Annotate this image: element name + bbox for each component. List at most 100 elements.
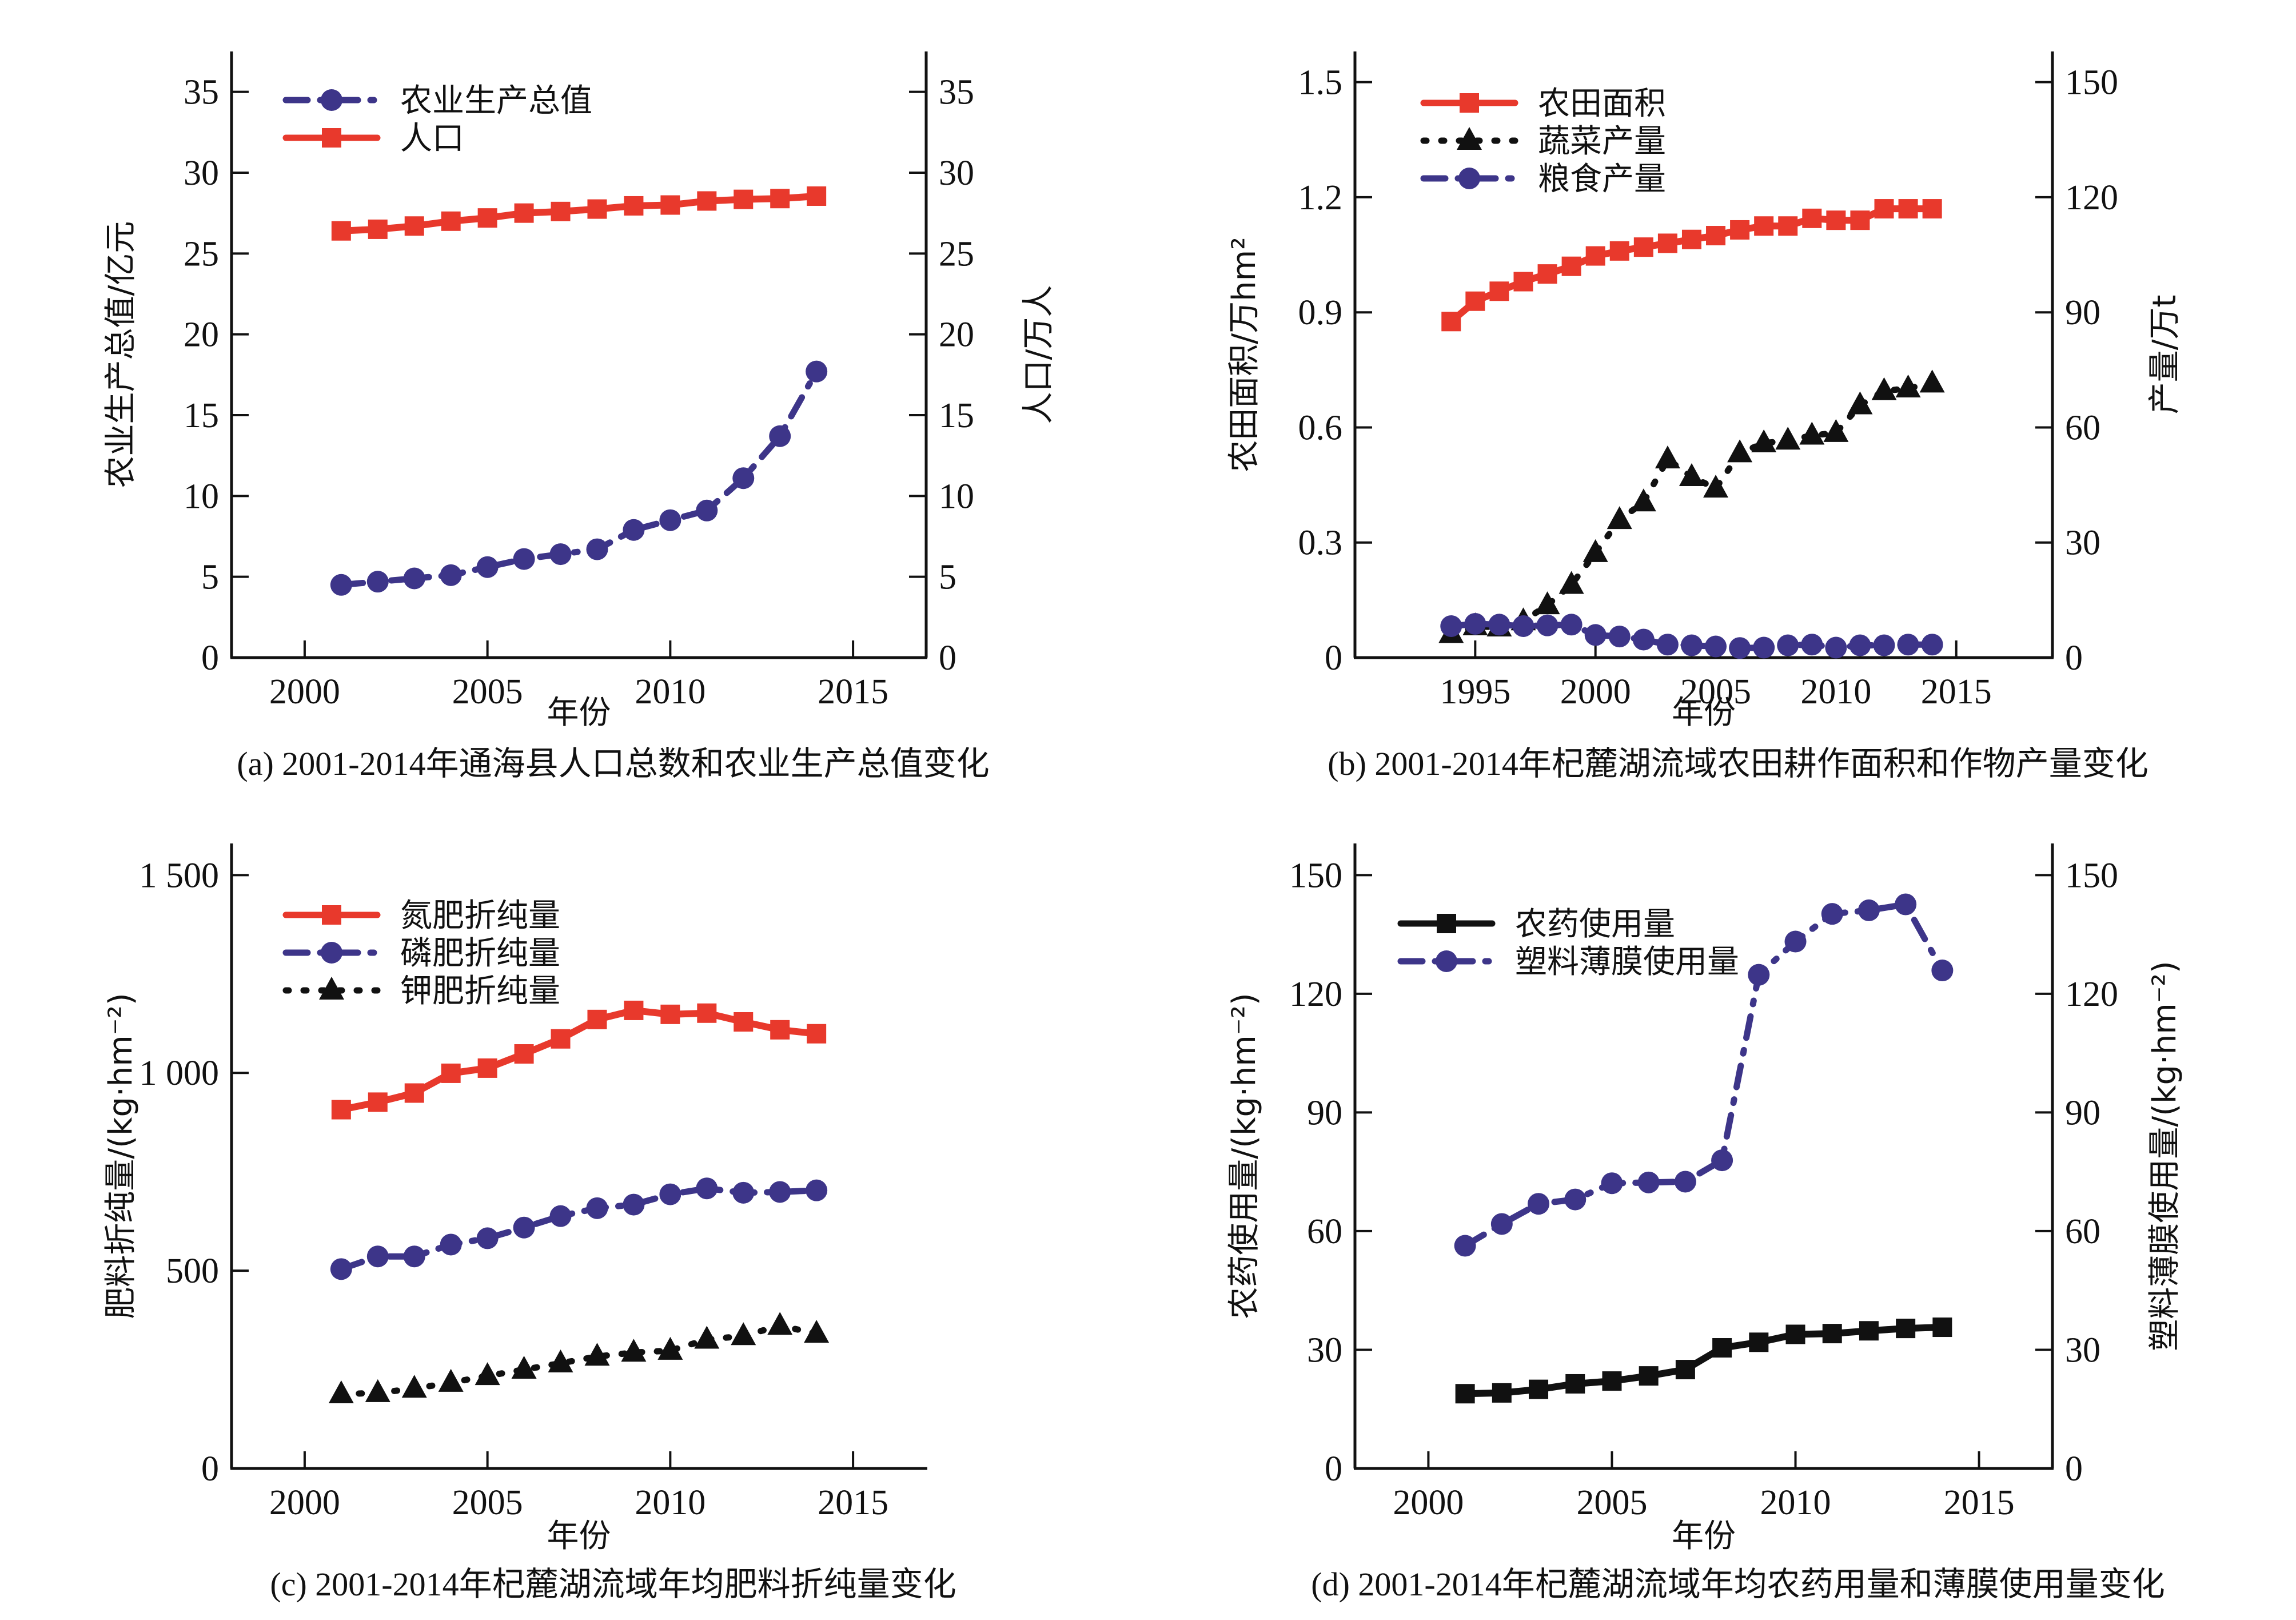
data-point (330, 1258, 352, 1280)
data-point (1825, 636, 1847, 659)
legend-marker (321, 942, 342, 964)
data-point (696, 499, 718, 522)
data-point (1712, 1338, 1732, 1358)
data-point (767, 1312, 793, 1335)
x-tick-label: 2015 (1944, 1483, 2015, 1522)
data-point (1441, 312, 1461, 332)
data-point (1675, 1360, 1695, 1380)
x-axis-label: 年份 (547, 694, 611, 731)
data-point (1802, 208, 1822, 228)
data-point (697, 1003, 717, 1023)
y-tick-label-right: 90 (2065, 1093, 2100, 1132)
data-point (587, 199, 607, 219)
data-point (806, 1179, 828, 1201)
data-point (659, 1183, 681, 1205)
data-point (549, 1205, 572, 1227)
data-point (807, 186, 827, 206)
series-0 (331, 1000, 827, 1120)
data-point (1749, 1332, 1769, 1352)
legend-item: 农药使用量 (1397, 906, 1675, 943)
data-point (441, 211, 461, 231)
data-point (1607, 506, 1632, 530)
legend-label: 农药使用量 (1515, 906, 1675, 943)
data-point (368, 1092, 388, 1112)
legend-item: 蔬菜产量 (1420, 123, 1666, 160)
data-point (328, 1380, 354, 1403)
chart-panel-c: 2000 2005 2010 2015 0 500 1 000 1 500 年份 肥料折纯量/(k… (102, 843, 956, 1603)
data-point (1703, 475, 1729, 498)
data-point (806, 360, 828, 383)
data-point (1729, 637, 1751, 659)
data-point (1492, 1383, 1512, 1403)
data-point (1857, 899, 1880, 921)
data-point (660, 195, 680, 215)
data-point (1565, 1374, 1585, 1394)
data-point (1871, 377, 1897, 400)
y-tick-label-left: 0 (201, 639, 219, 678)
data-point (1784, 930, 1807, 953)
data-point (1602, 1371, 1622, 1391)
legend-item: 钾肥折纯量 (282, 973, 560, 1010)
data-point (1440, 615, 1462, 637)
data-point (1895, 893, 1917, 916)
data-point (1488, 614, 1510, 636)
data-point (1799, 421, 1825, 445)
data-point (804, 1320, 830, 1343)
legend-marker (1436, 950, 1457, 972)
data-point (1859, 1321, 1879, 1341)
legend-label: 蔬菜产量 (1538, 123, 1666, 160)
legend-marker (1458, 168, 1480, 189)
data-point (1465, 291, 1485, 311)
data-point (440, 564, 462, 586)
x-axis-label: 年份 (547, 1518, 611, 1555)
legend-label: 人口 (400, 120, 464, 157)
legend-item: 氮肥折纯量 (282, 897, 560, 934)
x-tick-label: 2000 (1560, 672, 1631, 711)
data-point (1822, 1324, 1842, 1344)
x-tick-label: 2010 (1800, 672, 1871, 711)
data-point (1754, 216, 1774, 236)
x-tick-label: 2010 (635, 672, 705, 711)
data-point (1785, 1324, 1805, 1344)
data-point (1534, 591, 1560, 615)
data-point (368, 219, 388, 239)
data-point (1826, 210, 1846, 230)
data-point (1655, 445, 1680, 469)
y-tick-label-left: 60 (1307, 1212, 1342, 1251)
chart-panel-b: 1995 2000 2005 2010 2015 0 0.3 0.6 0.9 1.2 1.5 0 30 6… (1226, 51, 2183, 782)
y-tick-label-right: 30 (2065, 524, 2100, 563)
data-point (1679, 463, 1704, 487)
data-point (1632, 628, 1655, 651)
data-point (1931, 960, 1954, 982)
data-point (586, 1197, 608, 1219)
data-point (1847, 391, 1873, 415)
data-point (1751, 429, 1777, 452)
x-tick-label: 2005 (1680, 672, 1751, 711)
data-point (1897, 634, 1919, 656)
data-point (1633, 237, 1653, 257)
data-point (511, 1356, 537, 1379)
data-point (1823, 419, 1849, 442)
y-tick-label-right: 10 (939, 477, 974, 516)
data-point (1919, 369, 1945, 393)
data-point (477, 208, 497, 228)
x-tick-label: 1995 (1440, 672, 1510, 711)
y-axis-label-left: 农田面积/万hm² (1226, 237, 1263, 472)
data-point (1528, 1193, 1550, 1215)
data-point (1711, 1149, 1733, 1172)
data-point (1513, 272, 1533, 292)
series-1 (331, 186, 827, 241)
y-tick-label-right: 120 (2065, 178, 2118, 217)
data-point (1537, 264, 1557, 284)
data-point (1637, 1171, 1660, 1193)
legend-item: 农业生产总值 (282, 82, 592, 120)
y-tick-label-left: 90 (1307, 1093, 1342, 1132)
data-point (732, 467, 755, 489)
legend-marker (1457, 127, 1482, 150)
data-point (1778, 216, 1798, 236)
data-point (1489, 281, 1509, 301)
x-tick-label: 2010 (635, 1483, 705, 1522)
series-1 (1438, 369, 1945, 643)
legend-item: 粮食产量 (1420, 161, 1666, 198)
y-axis-label-right: 产量/万t (2146, 295, 2183, 415)
